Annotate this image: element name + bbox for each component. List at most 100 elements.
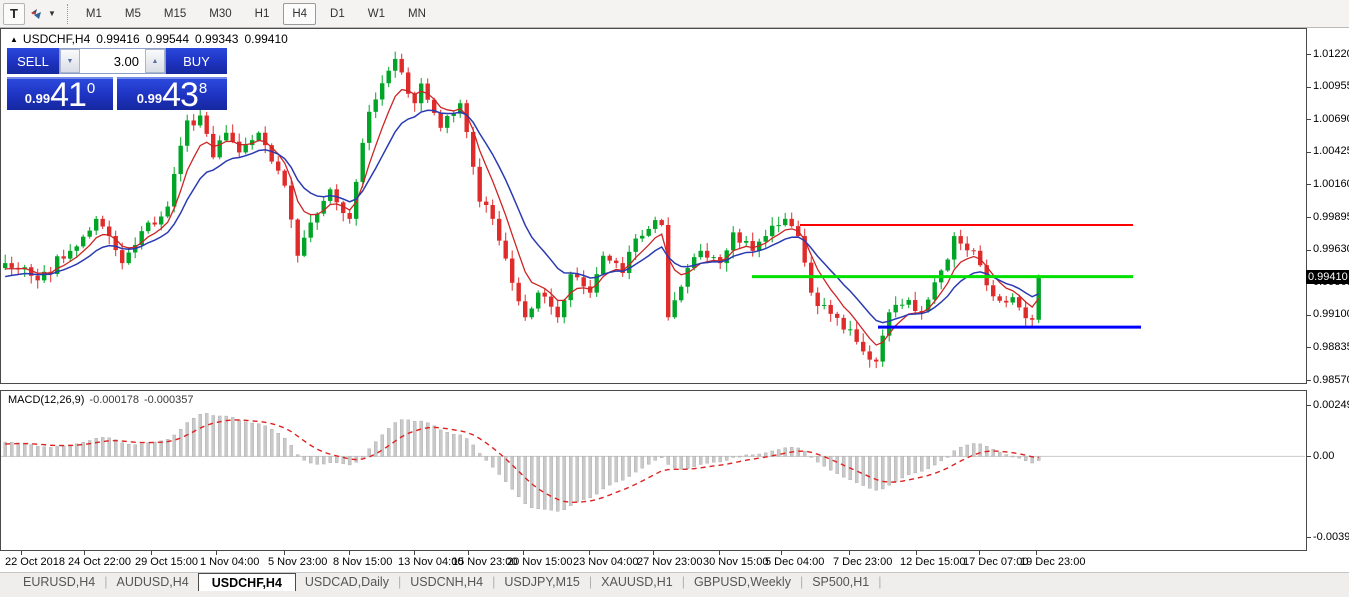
price-tick-mark bbox=[1306, 151, 1311, 153]
toolbar-separator bbox=[66, 3, 69, 24]
price-tick-label: 0.98570 bbox=[1313, 373, 1349, 386]
macd-main-value: -0.000178 bbox=[89, 394, 139, 406]
time-tick-label: 13 Nov 04:00 bbox=[398, 556, 464, 568]
time-tick-mark bbox=[916, 551, 917, 555]
status-bar bbox=[0, 591, 1349, 597]
top-toolbar: T ▼ M1 M5 M15 M30 H1 H4 D1 W1 MN bbox=[0, 0, 1349, 28]
time-tick-mark bbox=[849, 551, 850, 555]
macd-tick-mark bbox=[1306, 456, 1311, 458]
time-tick-label: 23 Nov 04:00 bbox=[573, 556, 639, 568]
timeframe-button-d1[interactable]: D1 bbox=[330, 7, 345, 20]
macd-tick-mark bbox=[1306, 537, 1311, 538]
price-chart[interactable] bbox=[0, 28, 1307, 384]
sell-button[interactable]: SELL bbox=[7, 48, 59, 74]
price-tick-label: 0.98835 bbox=[1313, 340, 1349, 353]
chart-tab-eurusd[interactable]: EURUSD,H4 bbox=[23, 575, 96, 589]
price-tick-label: 1.00690 bbox=[1313, 112, 1349, 125]
volume-stepper: ▼ ▲ bbox=[59, 48, 166, 74]
chart-tab-xauusd[interactable]: XAUUSD,H1 bbox=[601, 575, 673, 589]
price-tick-mark bbox=[1306, 54, 1311, 55]
time-tick-mark bbox=[84, 551, 85, 555]
time-tick-label: 1 Nov 04:00 bbox=[200, 556, 260, 568]
timeframe-button-h4[interactable]: H4 bbox=[283, 2, 317, 25]
macd-tick-mark bbox=[1306, 405, 1311, 406]
arrow-tools-icon bbox=[31, 8, 41, 19]
chart-tab-usdchf[interactable]: USDCHF,H4 bbox=[197, 573, 296, 591]
chart-ohlc-header: ▲ USDCHF,H4 0.99416 0.99544 0.99343 0.99410 bbox=[10, 32, 288, 46]
text-label-tool-button[interactable]: T bbox=[3, 2, 25, 25]
price-scale[interactable]: 1.01220 1.00955 1.00690 1.00425 1.00160 0.998… bbox=[1306, 28, 1349, 551]
tab-separator: | bbox=[397, 575, 402, 589]
chart-tab-audusd[interactable]: AUDUSD,H4 bbox=[116, 575, 189, 589]
price-tick-mark bbox=[1306, 380, 1311, 381]
arrow-tools-button[interactable]: ▼ bbox=[28, 3, 57, 25]
time-tick-label: 5 Dec 04:00 bbox=[765, 556, 825, 568]
macd-tick-label: 0.002492 bbox=[1313, 398, 1349, 411]
sell-price-button[interactable]: 0.99 41 0 bbox=[7, 76, 113, 114]
tab-separator: | bbox=[492, 575, 496, 589]
time-tick-mark bbox=[1036, 551, 1037, 555]
time-tick-mark bbox=[523, 551, 524, 555]
volume-decrease-button[interactable]: ▼ bbox=[60, 49, 80, 73]
price-tick-mark bbox=[1306, 249, 1311, 251]
time-tick-label: 8 Nov 15:00 bbox=[333, 556, 393, 568]
price-tick-mark bbox=[1306, 86, 1311, 88]
price-tick-label: 1.01220 bbox=[1313, 47, 1349, 60]
timeframe-button-m15[interactable]: M15 bbox=[163, 7, 187, 20]
tab-separator: | bbox=[681, 575, 685, 589]
price-tick-label: 0.99630 bbox=[1313, 243, 1349, 256]
macd-indicator-panel[interactable] bbox=[0, 390, 1307, 551]
sell-price-prefix: 0.99 bbox=[24, 91, 51, 106]
time-tick-mark bbox=[468, 551, 469, 555]
price-tick-mark bbox=[1306, 119, 1311, 121]
price-tick-label: 0.99100 bbox=[1313, 308, 1349, 321]
time-tick-mark bbox=[979, 551, 980, 555]
time-tick-label: 17 Dec 07:00 bbox=[963, 556, 1029, 568]
chart-tab-usdcad[interactable]: USDCAD,Daily bbox=[304, 575, 389, 589]
time-tick-label: 24 Oct 22:00 bbox=[68, 556, 131, 568]
time-tick-label: 15 Nov 23:00 bbox=[452, 556, 518, 568]
time-tick-label: 12 Dec 15:00 bbox=[900, 556, 966, 568]
tab-separator: | bbox=[104, 575, 108, 589]
timeframe-button-m30[interactable]: M30 bbox=[209, 7, 232, 20]
timeframe-button-m5[interactable]: M5 bbox=[124, 7, 141, 20]
open-value: 0.99416 bbox=[96, 32, 140, 46]
chart-tab-usdjpy[interactable]: USDJPY,M15 bbox=[504, 575, 580, 589]
collapse-triangle-icon[interactable]: ▲ bbox=[10, 35, 18, 44]
chart-tab-sp500[interactable]: SP500,H1 bbox=[812, 575, 870, 589]
price-tick-mark bbox=[1306, 314, 1311, 316]
timeframe-button-mn[interactable]: MN bbox=[408, 7, 426, 20]
time-scale[interactable]: 22 Oct 2018 24 Oct 22:00 29 Oct 15:00 1 Nov… bbox=[0, 551, 1349, 571]
time-tick-mark bbox=[589, 551, 590, 555]
time-tick-mark bbox=[653, 551, 654, 555]
tab-separator: | bbox=[588, 575, 593, 589]
time-tick-label: 27 Nov 23:00 bbox=[637, 556, 703, 568]
macd-signal-value: -0.000357 bbox=[143, 394, 194, 406]
close-value: 0.99410 bbox=[244, 32, 288, 46]
buy-button[interactable]: BUY bbox=[166, 48, 227, 74]
time-tick-label: 22 Oct 2018 bbox=[5, 556, 65, 568]
symbol-period-label: USDCHF,H4 bbox=[22, 32, 91, 46]
timeframe-button-h1[interactable]: H1 bbox=[254, 7, 270, 20]
chart-tab-usdcnh[interactable]: USDCNH,H4 bbox=[410, 575, 484, 589]
time-tick-label: 19 Dec 23:00 bbox=[1020, 556, 1086, 568]
timeframe-button-m1[interactable]: M1 bbox=[85, 7, 102, 20]
time-tick-label: 20 Nov 15:00 bbox=[507, 556, 573, 568]
volume-input[interactable] bbox=[80, 49, 145, 73]
sell-price-pips: 41 bbox=[50, 76, 87, 114]
sell-button-label: SELL bbox=[17, 53, 49, 69]
time-tick-mark bbox=[719, 551, 720, 555]
time-tick-mark bbox=[781, 551, 782, 555]
macd-chart[interactable] bbox=[0, 390, 1307, 551]
price-tick-mark bbox=[1306, 347, 1311, 349]
time-tick-label: 30 Nov 15:00 bbox=[703, 556, 769, 568]
buy-price-button[interactable]: 0.99 43 8 bbox=[117, 77, 227, 112]
timeframe-button-group: M1 M5 M15 M30 H1 H4 D1 W1 MN bbox=[77, 2, 440, 25]
time-tick-mark bbox=[414, 551, 415, 555]
sell-price-point: 0 bbox=[86, 80, 96, 97]
chart-tab-gbpusd[interactable]: GBPUSD,Weekly bbox=[693, 575, 791, 589]
timeframe-button-w1[interactable]: W1 bbox=[367, 7, 385, 20]
volume-increase-button[interactable]: ▲ bbox=[145, 49, 165, 73]
buy-price-prefix: 0.99 bbox=[136, 91, 163, 106]
